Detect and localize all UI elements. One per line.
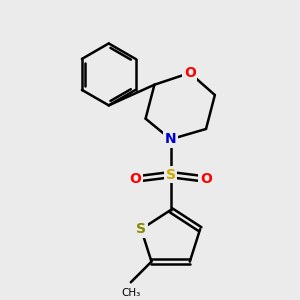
Text: S: S: [136, 222, 146, 236]
Text: O: O: [129, 172, 141, 186]
Text: O: O: [200, 172, 212, 186]
Text: N: N: [165, 132, 176, 146]
Text: CH₃: CH₃: [121, 288, 140, 298]
Text: O: O: [184, 66, 196, 80]
Text: S: S: [166, 168, 176, 182]
